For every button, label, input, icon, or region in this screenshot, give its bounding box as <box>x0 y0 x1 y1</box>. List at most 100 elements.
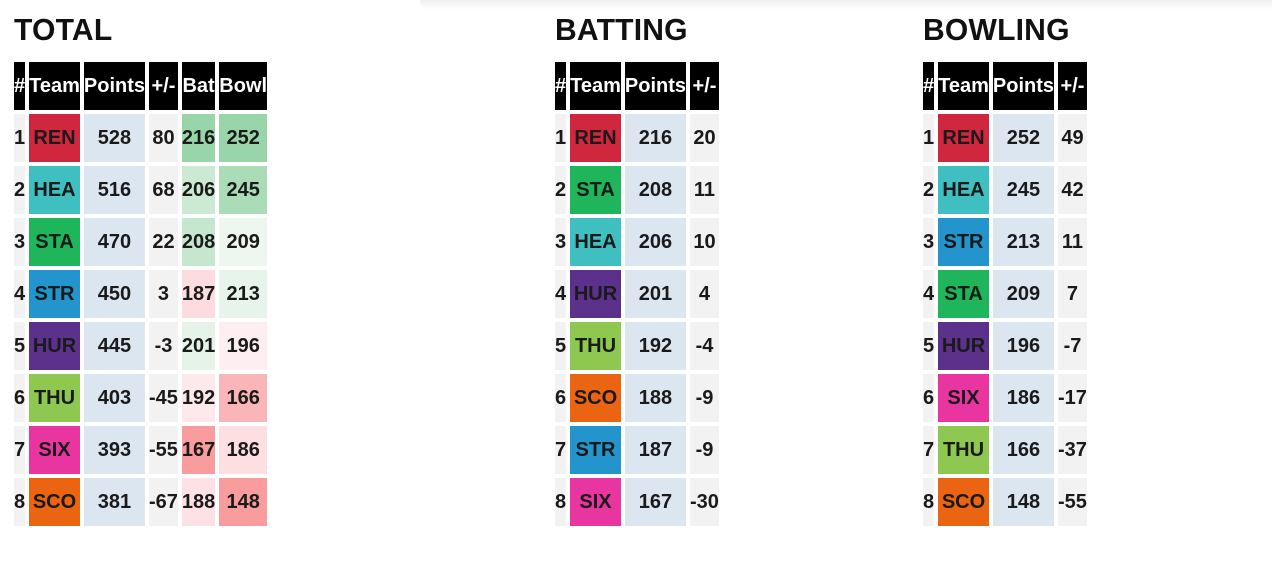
bowling-header-row: # Team Points +/- <box>923 62 1087 110</box>
table-row: 5 THU 192 -4 <box>555 322 719 370</box>
rank-cell: 1 <box>555 114 567 162</box>
table-row: 8 SCO 148 -55 <box>923 478 1087 526</box>
diff-cell: -67 <box>149 478 178 526</box>
total-title: TOTAL <box>14 12 113 47</box>
rank-cell: 3 <box>14 218 26 266</box>
table-row: 5 HUR 196 -7 <box>923 322 1087 370</box>
diff-cell: 4 <box>690 270 719 318</box>
header-diff: +/- <box>690 62 719 110</box>
team-cell: REN <box>938 114 989 162</box>
rank-cell: 8 <box>14 478 26 526</box>
rank-cell: 4 <box>555 270 567 318</box>
points-cell: 245 <box>992 166 1055 214</box>
rank-cell: 5 <box>14 322 26 370</box>
team-cell: STR <box>570 426 621 474</box>
team-cell: SIX <box>570 478 621 526</box>
points-cell: 252 <box>992 114 1055 162</box>
table-row: 2 STA 208 11 <box>555 166 719 214</box>
header-bat: Bat <box>181 62 216 110</box>
total-table: # Team Points +/- Bat Bowl 1 REN 528 80 … <box>10 58 271 530</box>
rank-cell: 7 <box>14 426 26 474</box>
header-team: Team <box>29 62 80 110</box>
team-cell: HEA <box>938 166 989 214</box>
points-cell: 188 <box>624 374 687 422</box>
diff-cell: 11 <box>690 166 719 214</box>
table-row: 6 THU 403 -45 192 166 <box>14 374 268 422</box>
bat-cell: 216 <box>181 114 216 162</box>
points-cell: 445 <box>83 322 146 370</box>
header-bowl: Bowl <box>219 62 268 110</box>
top-shadow <box>420 0 1272 10</box>
points-cell: 209 <box>992 270 1055 318</box>
diff-cell: 49 <box>1058 114 1087 162</box>
rank-cell: 4 <box>14 270 26 318</box>
points-cell: 148 <box>992 478 1055 526</box>
diff-cell: 11 <box>1058 218 1087 266</box>
header-team: Team <box>570 62 621 110</box>
team-cell: SIX <box>938 374 989 422</box>
team-cell: HUR <box>29 322 80 370</box>
diff-cell: 7 <box>1058 270 1087 318</box>
rank-cell: 6 <box>555 374 567 422</box>
diff-cell: -30 <box>690 478 719 526</box>
diff-cell: -9 <box>690 426 719 474</box>
table-row: 3 HEA 206 10 <box>555 218 719 266</box>
rank-cell: 1 <box>14 114 26 162</box>
diff-cell: -9 <box>690 374 719 422</box>
bat-cell: 187 <box>181 270 216 318</box>
diff-cell: -7 <box>1058 322 1087 370</box>
table-row: 5 HUR 445 -3 201 196 <box>14 322 268 370</box>
team-cell: REN <box>29 114 80 162</box>
diff-cell: -45 <box>149 374 178 422</box>
header-diff: +/- <box>149 62 178 110</box>
team-cell: STA <box>570 166 621 214</box>
bowl-cell: 166 <box>219 374 268 422</box>
bowl-cell: 245 <box>219 166 268 214</box>
diff-cell: 20 <box>690 114 719 162</box>
team-cell: STA <box>29 218 80 266</box>
points-cell: 192 <box>624 322 687 370</box>
points-cell: 196 <box>992 322 1055 370</box>
bat-cell: 167 <box>181 426 216 474</box>
team-cell: SCO <box>570 374 621 422</box>
team-cell: HUR <box>570 270 621 318</box>
diff-cell: 42 <box>1058 166 1087 214</box>
rank-cell: 1 <box>923 114 935 162</box>
points-cell: 201 <box>624 270 687 318</box>
rank-cell: 3 <box>923 218 935 266</box>
rank-cell: 7 <box>923 426 935 474</box>
diff-cell: -55 <box>1058 478 1087 526</box>
points-cell: 167 <box>624 478 687 526</box>
table-row: 8 SCO 381 -67 188 148 <box>14 478 268 526</box>
diff-cell: -4 <box>690 322 719 370</box>
rank-cell: 2 <box>555 166 567 214</box>
team-cell: STA <box>938 270 989 318</box>
points-cell: 393 <box>83 426 146 474</box>
rank-cell: 8 <box>555 478 567 526</box>
team-cell: STR <box>938 218 989 266</box>
table-row: 7 STR 187 -9 <box>555 426 719 474</box>
bat-cell: 188 <box>181 478 216 526</box>
batting-table: # Team Points +/- 1 REN 216 20 2 STA 208… <box>551 58 723 530</box>
points-cell: 208 <box>624 166 687 214</box>
points-cell: 470 <box>83 218 146 266</box>
diff-cell: 80 <box>149 114 178 162</box>
rank-cell: 3 <box>555 218 567 266</box>
diff-cell: 68 <box>149 166 178 214</box>
table-row: 1 REN 252 49 <box>923 114 1087 162</box>
bowl-cell: 252 <box>219 114 268 162</box>
team-cell: HEA <box>570 218 621 266</box>
points-cell: 516 <box>83 166 146 214</box>
diff-cell: -37 <box>1058 426 1087 474</box>
points-cell: 450 <box>83 270 146 318</box>
table-row: 3 STA 470 22 208 209 <box>14 218 268 266</box>
table-row: 6 SIX 186 -17 <box>923 374 1087 422</box>
points-cell: 187 <box>624 426 687 474</box>
batting-header-row: # Team Points +/- <box>555 62 719 110</box>
diff-cell: -55 <box>149 426 178 474</box>
team-cell: THU <box>570 322 621 370</box>
bat-cell: 201 <box>181 322 216 370</box>
rank-cell: 6 <box>14 374 26 422</box>
team-cell: STR <box>29 270 80 318</box>
table-row: 7 SIX 393 -55 167 186 <box>14 426 268 474</box>
